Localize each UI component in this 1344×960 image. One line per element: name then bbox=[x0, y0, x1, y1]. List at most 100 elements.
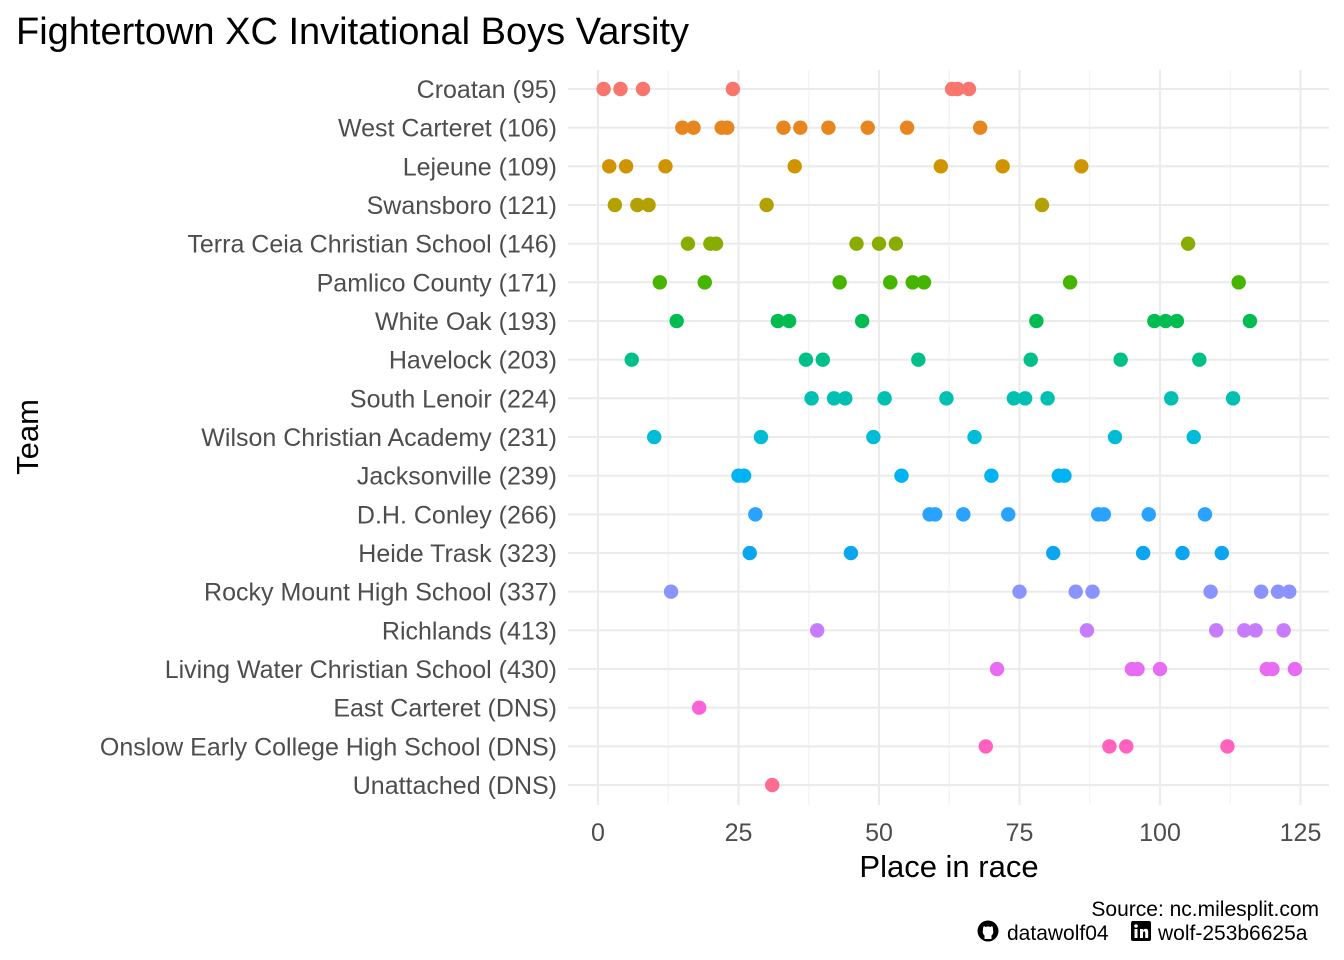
data-point bbox=[1074, 159, 1089, 174]
data-point bbox=[1023, 352, 1038, 367]
data-point bbox=[1119, 739, 1134, 754]
y-tick-label: D.H. Conley (266) bbox=[357, 501, 557, 529]
data-point bbox=[697, 275, 712, 290]
y-tick-label: White Oak (193) bbox=[375, 308, 557, 336]
data-point bbox=[832, 275, 847, 290]
data-point bbox=[630, 197, 645, 213]
data-point bbox=[866, 429, 881, 445]
linkedin-handle: wolf-253b6625a bbox=[1157, 922, 1308, 945]
data-point bbox=[708, 236, 724, 251]
data-point bbox=[911, 352, 926, 367]
data-point bbox=[1270, 584, 1286, 599]
data-point bbox=[1107, 429, 1123, 445]
data-point bbox=[596, 81, 611, 97]
data-point bbox=[826, 391, 842, 406]
data-point bbox=[798, 352, 814, 367]
data-point bbox=[894, 468, 909, 483]
data-point bbox=[765, 777, 780, 793]
data-point bbox=[1102, 739, 1117, 754]
data-point bbox=[1006, 391, 1022, 406]
data-point bbox=[1062, 275, 1078, 290]
x-tick-label: 0 bbox=[591, 819, 605, 847]
data-point bbox=[1253, 584, 1269, 599]
github-handle: datawolf04 bbox=[1007, 922, 1109, 945]
data-point bbox=[663, 584, 679, 599]
data-point bbox=[821, 120, 836, 135]
data-point bbox=[1029, 313, 1044, 329]
data-point bbox=[1192, 352, 1207, 367]
chart-title: Fightertown XC Invitational Boys Varsity bbox=[16, 11, 689, 53]
data-point bbox=[1231, 275, 1246, 290]
data-point bbox=[1282, 584, 1297, 599]
data-point bbox=[787, 159, 802, 174]
y-tick-label: South Lenoir (224) bbox=[350, 385, 557, 413]
y-tick-label: Heide Trask (323) bbox=[358, 540, 557, 568]
data-point bbox=[1220, 739, 1235, 754]
y-tick-label: Richlands (413) bbox=[382, 617, 557, 645]
data-point bbox=[871, 236, 887, 251]
data-point bbox=[720, 120, 735, 135]
y-tick-label: Unattached (DNS) bbox=[353, 772, 557, 800]
data-point bbox=[1147, 313, 1162, 329]
data-point bbox=[736, 468, 752, 483]
data-point bbox=[1169, 313, 1185, 329]
data-point bbox=[1197, 507, 1213, 522]
data-point bbox=[1209, 623, 1224, 638]
data-point bbox=[804, 391, 819, 406]
y-tick-label: West Carteret (106) bbox=[338, 115, 557, 143]
data-point bbox=[1186, 429, 1201, 445]
data-point bbox=[607, 197, 623, 213]
data-point bbox=[843, 545, 859, 561]
data-point bbox=[691, 700, 707, 715]
data-point bbox=[978, 739, 993, 754]
x-axis-tick-labels: 0 25 50 75 100 125 bbox=[591, 819, 1321, 847]
data-point bbox=[995, 159, 1010, 174]
data-point bbox=[658, 159, 673, 174]
data-point bbox=[961, 81, 977, 97]
data-point bbox=[1034, 197, 1050, 213]
linkedin-icon bbox=[1131, 921, 1151, 941]
github-icon bbox=[977, 920, 999, 942]
y-tick-label: Onslow Early College High School (DNS) bbox=[100, 733, 557, 761]
data-point bbox=[860, 120, 875, 135]
data-point bbox=[781, 313, 797, 329]
data-point bbox=[1242, 313, 1258, 329]
data-point bbox=[1130, 661, 1145, 677]
data-point bbox=[1113, 352, 1128, 367]
data-point bbox=[1096, 507, 1112, 522]
data-point bbox=[815, 352, 830, 367]
data-point bbox=[888, 236, 904, 251]
data-point bbox=[1135, 545, 1151, 561]
data-point bbox=[1141, 507, 1156, 522]
data-point bbox=[742, 545, 757, 561]
data-point bbox=[1012, 584, 1027, 599]
y-tick-label: Terra Ceia Christian School (146) bbox=[187, 231, 557, 259]
data-point bbox=[899, 120, 915, 135]
data-point bbox=[809, 623, 825, 638]
data-point bbox=[854, 313, 870, 329]
data-point bbox=[939, 391, 954, 406]
y-tick-label: Jacksonville (239) bbox=[357, 463, 557, 491]
data-point bbox=[1225, 391, 1241, 406]
data-point bbox=[1068, 584, 1083, 599]
data-point bbox=[972, 120, 988, 135]
data-point bbox=[602, 159, 617, 174]
data-point bbox=[916, 275, 932, 290]
data-point bbox=[641, 197, 656, 213]
data-point bbox=[1001, 507, 1016, 522]
data-point bbox=[1046, 545, 1061, 561]
data-point bbox=[618, 159, 634, 174]
data-point bbox=[624, 352, 639, 367]
data-points bbox=[596, 81, 1303, 793]
data-point bbox=[1164, 391, 1179, 406]
data-point bbox=[950, 81, 965, 97]
data-point bbox=[989, 661, 1005, 677]
data-point bbox=[984, 468, 999, 483]
y-axis-tick-labels: Croatan (95) West Carteret (106) Lejeune (… bbox=[100, 76, 557, 800]
data-point bbox=[1203, 584, 1218, 599]
data-point bbox=[669, 313, 684, 329]
data-point bbox=[753, 429, 769, 445]
y-tick-label: Havelock (203) bbox=[389, 347, 557, 375]
data-point bbox=[647, 429, 662, 445]
